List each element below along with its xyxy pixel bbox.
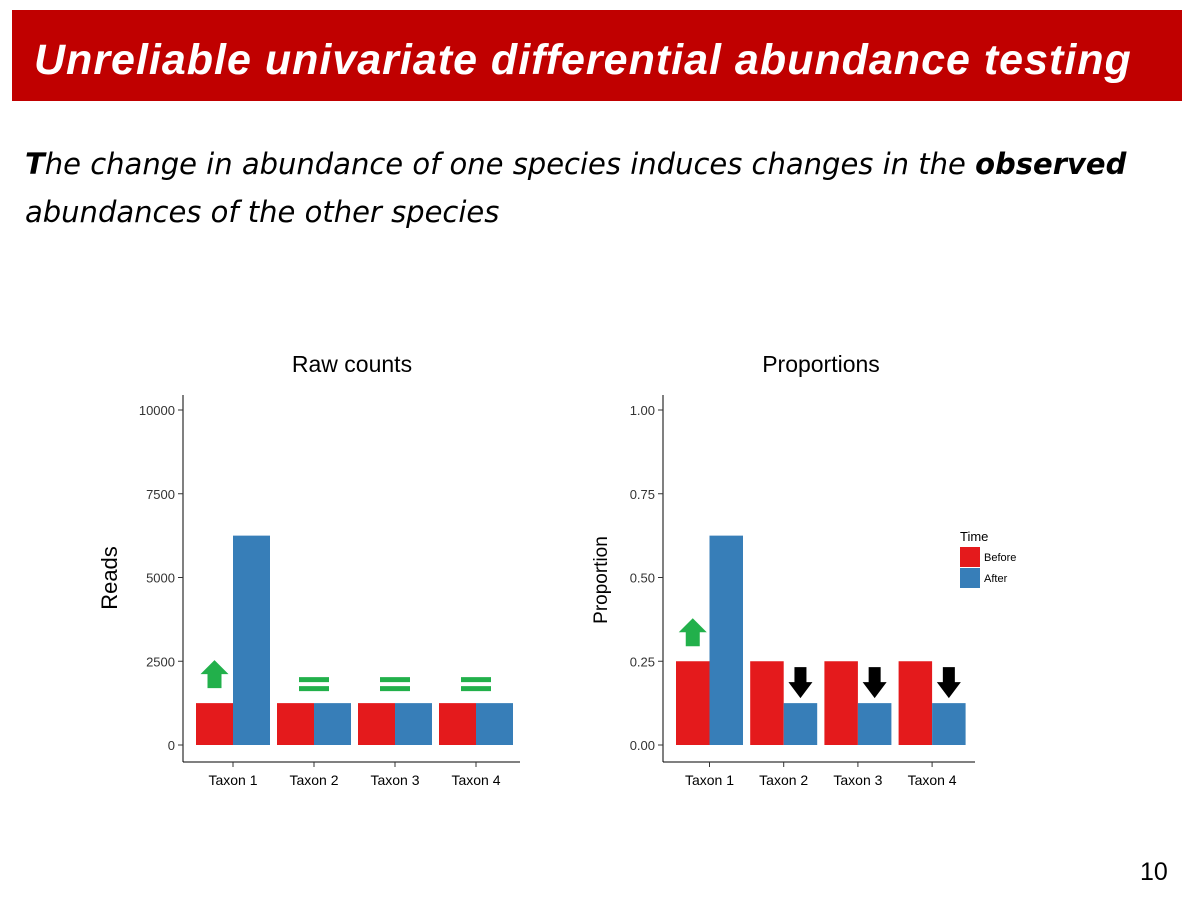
x-tick-label: Taxon 2 bbox=[289, 772, 338, 788]
legend-swatch-before bbox=[960, 547, 980, 567]
down-arrow-icon bbox=[936, 667, 961, 699]
x-tick-label: Taxon 4 bbox=[451, 772, 500, 788]
bar-before-taxon-2 bbox=[277, 703, 314, 745]
up-arrow-icon bbox=[678, 618, 707, 647]
bar-before-taxon-2 bbox=[750, 661, 784, 745]
y-tick-label: 0 bbox=[168, 738, 175, 753]
x-tick-label: Taxon 3 bbox=[370, 772, 419, 788]
bar-after-taxon-1 bbox=[709, 535, 743, 745]
bar-after-taxon-4 bbox=[476, 703, 513, 745]
bar-before-taxon-4 bbox=[439, 703, 476, 745]
slide-title: Unreliable univariate differential abund… bbox=[34, 36, 1132, 84]
y-tick-label: 0.50 bbox=[630, 571, 655, 586]
equal-sign-icon bbox=[380, 686, 410, 692]
subtitle-first-letter: T bbox=[25, 147, 45, 181]
y-tick-label: 0.25 bbox=[630, 654, 655, 669]
bar-after-taxon-3 bbox=[857, 703, 892, 745]
chart-title: Proportions bbox=[762, 351, 880, 377]
y-tick-label: 0.75 bbox=[630, 487, 655, 502]
equal-sign-icon bbox=[461, 677, 491, 683]
bar-after-taxon-4 bbox=[932, 703, 966, 745]
chart-title: Raw counts bbox=[292, 351, 412, 377]
equal-sign-icon bbox=[299, 686, 329, 692]
equal-sign-icon bbox=[461, 686, 491, 692]
slide-number: 10 bbox=[1140, 858, 1168, 886]
bar-after-taxon-1 bbox=[233, 535, 270, 745]
y-tick-label: 2500 bbox=[146, 654, 175, 669]
bar-before-taxon-4 bbox=[898, 661, 933, 745]
bar-after-taxon-2 bbox=[783, 703, 818, 745]
subtitle-bold-word: observed bbox=[975, 147, 1127, 181]
bar-before-taxon-1 bbox=[676, 661, 710, 745]
equal-sign-icon bbox=[380, 677, 410, 683]
subtitle-text-1: he change in abundance of one species in… bbox=[44, 147, 976, 181]
equal-sign-icon bbox=[299, 677, 329, 683]
y-axis-label: Reads bbox=[97, 546, 122, 610]
bar-after-taxon-3 bbox=[395, 703, 432, 745]
legend-title: Time bbox=[960, 529, 988, 544]
y-tick-label: 10000 bbox=[139, 403, 175, 418]
y-tick-label: 1.00 bbox=[630, 403, 655, 418]
y-tick-label: 0.00 bbox=[630, 738, 655, 753]
y-tick-label: 7500 bbox=[146, 487, 175, 502]
legend-label-before: Before bbox=[984, 552, 1016, 564]
bar-before-taxon-1 bbox=[196, 703, 233, 745]
legend-label-after: After bbox=[984, 573, 1008, 585]
y-axis-label: Proportion bbox=[591, 536, 612, 624]
bar-before-taxon-3 bbox=[824, 661, 858, 745]
legend-swatch-after bbox=[960, 568, 980, 588]
y-tick-label: 5000 bbox=[146, 571, 175, 586]
x-tick-label: Taxon 1 bbox=[685, 772, 734, 788]
x-tick-label: Taxon 2 bbox=[759, 772, 808, 788]
slide-subtitle: The change in abundance of one species i… bbox=[25, 140, 1175, 236]
title-bar: Unreliable univariate differential abund… bbox=[12, 10, 1182, 101]
down-arrow-icon bbox=[788, 667, 813, 699]
up-arrow-icon bbox=[200, 660, 229, 689]
x-tick-label: Taxon 4 bbox=[908, 772, 957, 788]
down-arrow-icon bbox=[862, 667, 887, 699]
bar-after-taxon-2 bbox=[314, 703, 351, 745]
subtitle-text-2: abundances of the other species bbox=[25, 195, 500, 229]
x-tick-label: Taxon 1 bbox=[208, 772, 257, 788]
bar-before-taxon-3 bbox=[358, 703, 395, 745]
x-tick-label: Taxon 3 bbox=[833, 772, 882, 788]
